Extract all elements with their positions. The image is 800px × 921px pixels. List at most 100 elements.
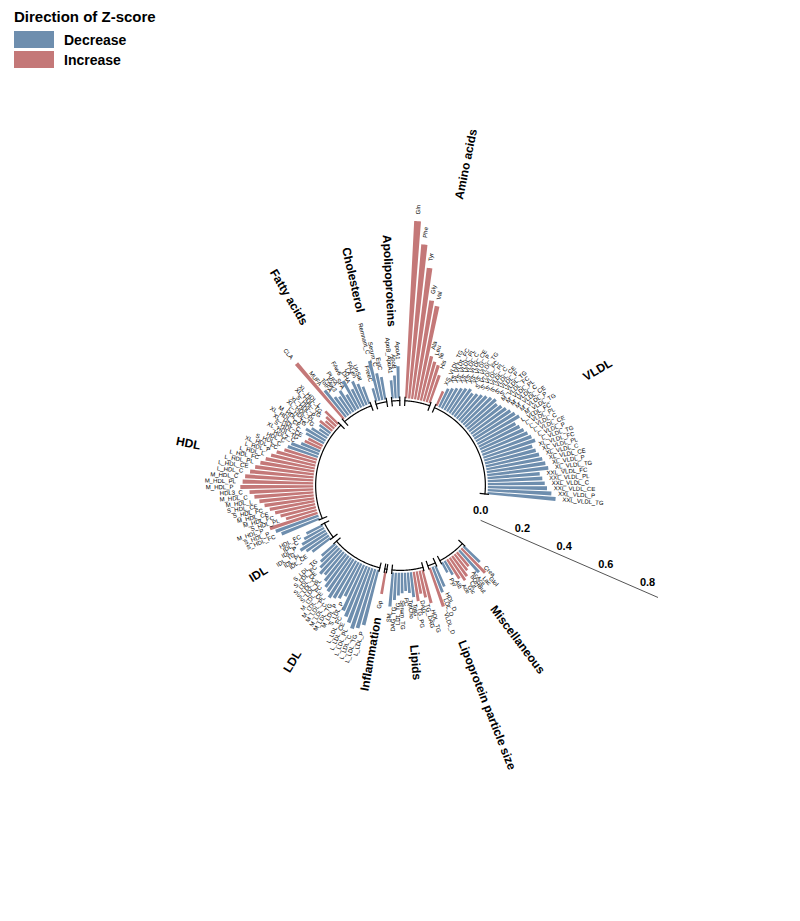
svg-text:L_VLDL_C: L_VLDL_C: [528, 411, 558, 430]
svg-text:S_LDL_C: S_LDL_C: [295, 576, 318, 600]
svg-text:Apolipoproteins: Apolipoproteins: [380, 234, 399, 327]
svg-text:Amino acids: Amino acids: [452, 128, 480, 201]
svg-text:XL_HDL_TG: XL_HDL_TG: [266, 420, 300, 441]
svg-text:Miscellaneous: Miscellaneous: [487, 603, 548, 677]
svg-text:XS_VLDL_P: XS_VLDL_P: [467, 353, 492, 385]
svg-text:M_HDL_TG: M_HDL_TG: [277, 404, 308, 427]
svg-text:XXL_VLDL_CE: XXL_VLDL_CE: [554, 485, 595, 492]
svg-text:0.0: 0.0: [473, 504, 488, 516]
svg-text:Remnant_C: Remnant_C: [357, 323, 371, 356]
svg-text:S_HDL_PL: S_HDL_PL: [249, 517, 281, 532]
svg-text:HDL_D: HDL_D: [444, 592, 458, 613]
html-text:Direction of Z-score: Direction of Z-score: [14, 8, 156, 25]
svg-text:XS_VLDL_TG: XS_VLDL_TG: [472, 351, 500, 386]
svg-text:VLDL: VLDL: [581, 356, 615, 384]
svg-text:Glol: Glol: [488, 576, 500, 588]
svg-text:S_VLDL_TG: S_VLDL_TG: [498, 369, 528, 397]
svg-text:Val: Val: [435, 291, 443, 300]
svg-text:L_HDL_TG: L_HDL_TG: [287, 405, 316, 428]
svg-text:0.8: 0.8: [640, 576, 655, 588]
svg-text:S_LDL_FC: S_LDL_FC: [292, 564, 318, 589]
svg-text:L_VLDL_TG: L_VLDL_TG: [540, 424, 575, 441]
svg-text:HDL_TG: HDL_TG: [430, 609, 442, 634]
svg-text:0.4: 0.4: [556, 540, 572, 552]
svg-text:Lipoprotein particle size: Lipoprotein particle size: [455, 638, 519, 772]
svg-text:M_LDL_PL: M_LDL_PL: [304, 595, 327, 624]
svg-text:S_LDL_P: S_LDL_P: [327, 600, 345, 627]
svg-text:Gp: Gp: [376, 600, 383, 610]
svg-text:HDL2_C: HDL2_C: [272, 428, 297, 444]
svg-text:Ala: Ala: [430, 340, 438, 350]
svg-text:0.2: 0.2: [515, 522, 530, 534]
svg-text:M_HDL_FC: M_HDL_FC: [242, 514, 275, 529]
svg-text:L_LDL_FC: L_LDL_FC: [325, 615, 343, 645]
svg-text:IDL_PL: IDL_PL: [282, 552, 303, 569]
svg-text:MUFA: MUFA: [308, 370, 323, 387]
svg-text:ApoB_ApoA1: ApoB_ApoA1: [384, 337, 393, 374]
svg-text:Fatty acids: Fatty acids: [267, 267, 311, 328]
svg-text:LDL_TG: LDL_TG: [395, 602, 401, 625]
svg-text:LDL: LDL: [280, 648, 304, 675]
svg-text:M_VLDL_P: M_VLDL_P: [518, 390, 548, 413]
svg-text:M_HDL_P: M_HDL_P: [236, 527, 265, 543]
svg-text:XL_VLDL_PL: XL_VLDL_PL: [541, 436, 579, 452]
svg-text:M_VLDL_TG: M_VLDL_TG: [523, 392, 557, 416]
svg-text:HDL: HDL: [175, 434, 202, 453]
svg-text:0.6: 0.6: [598, 558, 613, 570]
svg-text:M_VLDL_CE: M_VLDL_CE: [514, 384, 547, 410]
svg-text:Gly: Gly: [430, 284, 437, 294]
svg-text:S_LDL_CE: S_LDL_CE: [292, 570, 318, 596]
svg-text:S_VLDL_P: S_VLDL_P: [493, 370, 520, 396]
svg-text:Inflammation: Inflammation: [358, 616, 385, 692]
svg-text:XS_VLDL_TG: XS_VLDL_TG: [443, 349, 464, 386]
svg-text:L_VLDL_FC: L_VLDL_FC: [520, 401, 552, 423]
svg-text:S_VLDL_PL: S_VLDL_PL: [479, 361, 506, 391]
svg-text:S_LDL_TG: S_LDL_TG: [292, 558, 319, 583]
svg-text:XXL_VLDL_P: XXL_VLDL_P: [558, 491, 595, 499]
svg-text:Phe: Phe: [422, 226, 429, 238]
svg-text:His: His: [439, 360, 448, 370]
svg-text:M_VLDL_PL: M_VLDL_PL: [504, 378, 536, 405]
svg-text:L_LDL_P: L_LDL_P: [352, 631, 364, 657]
svg-text:L_LDL_PL: L_LDL_PL: [333, 627, 349, 657]
svg-text:S_VLDL_C: S_VLDL_C: [484, 365, 509, 392]
svg-text:VLDL_D: VLDL_D: [442, 611, 457, 636]
svg-text:M_VLDL_C: M_VLDL_C: [509, 383, 539, 407]
svg-text:L_LDL_CE: L_LDL_CE: [328, 621, 346, 651]
svg-text:XS_VLDL_CE: XS_VLDL_CE: [462, 348, 488, 385]
svg-text:Crea: Crea: [483, 564, 497, 578]
svg-text:S_VLDL_CE: S_VLDL_CE: [488, 364, 517, 394]
svg-text:FreeC: FreeC: [363, 365, 374, 383]
svg-text:L_VLDL_CE: L_VLDL_CE: [532, 414, 566, 433]
svg-text:L_VLDL_PL: L_VLDL_PL: [524, 406, 556, 426]
svg-text:CLA: CLA: [282, 348, 294, 361]
svg-text:Lipids: Lipids: [407, 644, 424, 681]
svg-text:S_HDL_TG: S_HDL_TG: [295, 394, 323, 419]
svg-text:M_VLDL_FC: M_VLDL_FC: [500, 375, 531, 402]
svg-text:S_HDL_FC: S_HDL_FC: [246, 533, 277, 550]
svg-text:S_HDL_P: S_HDL_P: [243, 530, 271, 546]
svg-text:S_LDL_PL: S_LDL_PL: [299, 577, 323, 604]
svg-text:IDL_CE: IDL_CE: [288, 553, 309, 571]
svg-text:M_LDL_TG: M_LDL_TG: [312, 602, 334, 633]
svg-text:Gln: Gln: [415, 205, 422, 215]
svg-text:AcAce: AcAce: [470, 569, 487, 587]
svg-text:HDL_FC: HDL_FC: [278, 533, 302, 550]
svg-text:TotFA: TotFA: [319, 377, 334, 394]
svg-text:S_HDL_C: S_HDL_C: [254, 432, 283, 447]
svg-text:IDL: IDL: [246, 563, 270, 585]
svg-text:S_VLDL_FC: S_VLDL_FC: [474, 359, 500, 390]
html-text:Increase: Increase: [64, 51, 121, 68]
svg-text:IDL_TG: IDL_TG: [275, 551, 297, 568]
svg-text:XL_HDL_FC: XL_HDL_FC: [244, 434, 279, 451]
svg-text:XL_VLDL_FC: XL_VLDL_FC: [537, 430, 576, 448]
html-text:Decrease: Decrease: [64, 31, 127, 48]
svg-text:XS_VLDL_FC: XS_VLDL_FC: [448, 347, 471, 384]
svg-text:M_LDL_CE: M_LDL_CE: [300, 590, 324, 620]
svg-text:M_LDL_FC: M_LDL_FC: [299, 584, 324, 612]
svg-text:bOHBut: bOHBut: [469, 573, 487, 595]
svg-text:L_VLDL_P: L_VLDL_P: [536, 421, 566, 437]
svg-text:Tyr: Tyr: [427, 253, 434, 262]
svg-text:XS_VLDL_C: XS_VLDL_C: [457, 351, 481, 384]
svg-text:Cholesterol: Cholesterol: [339, 246, 367, 313]
